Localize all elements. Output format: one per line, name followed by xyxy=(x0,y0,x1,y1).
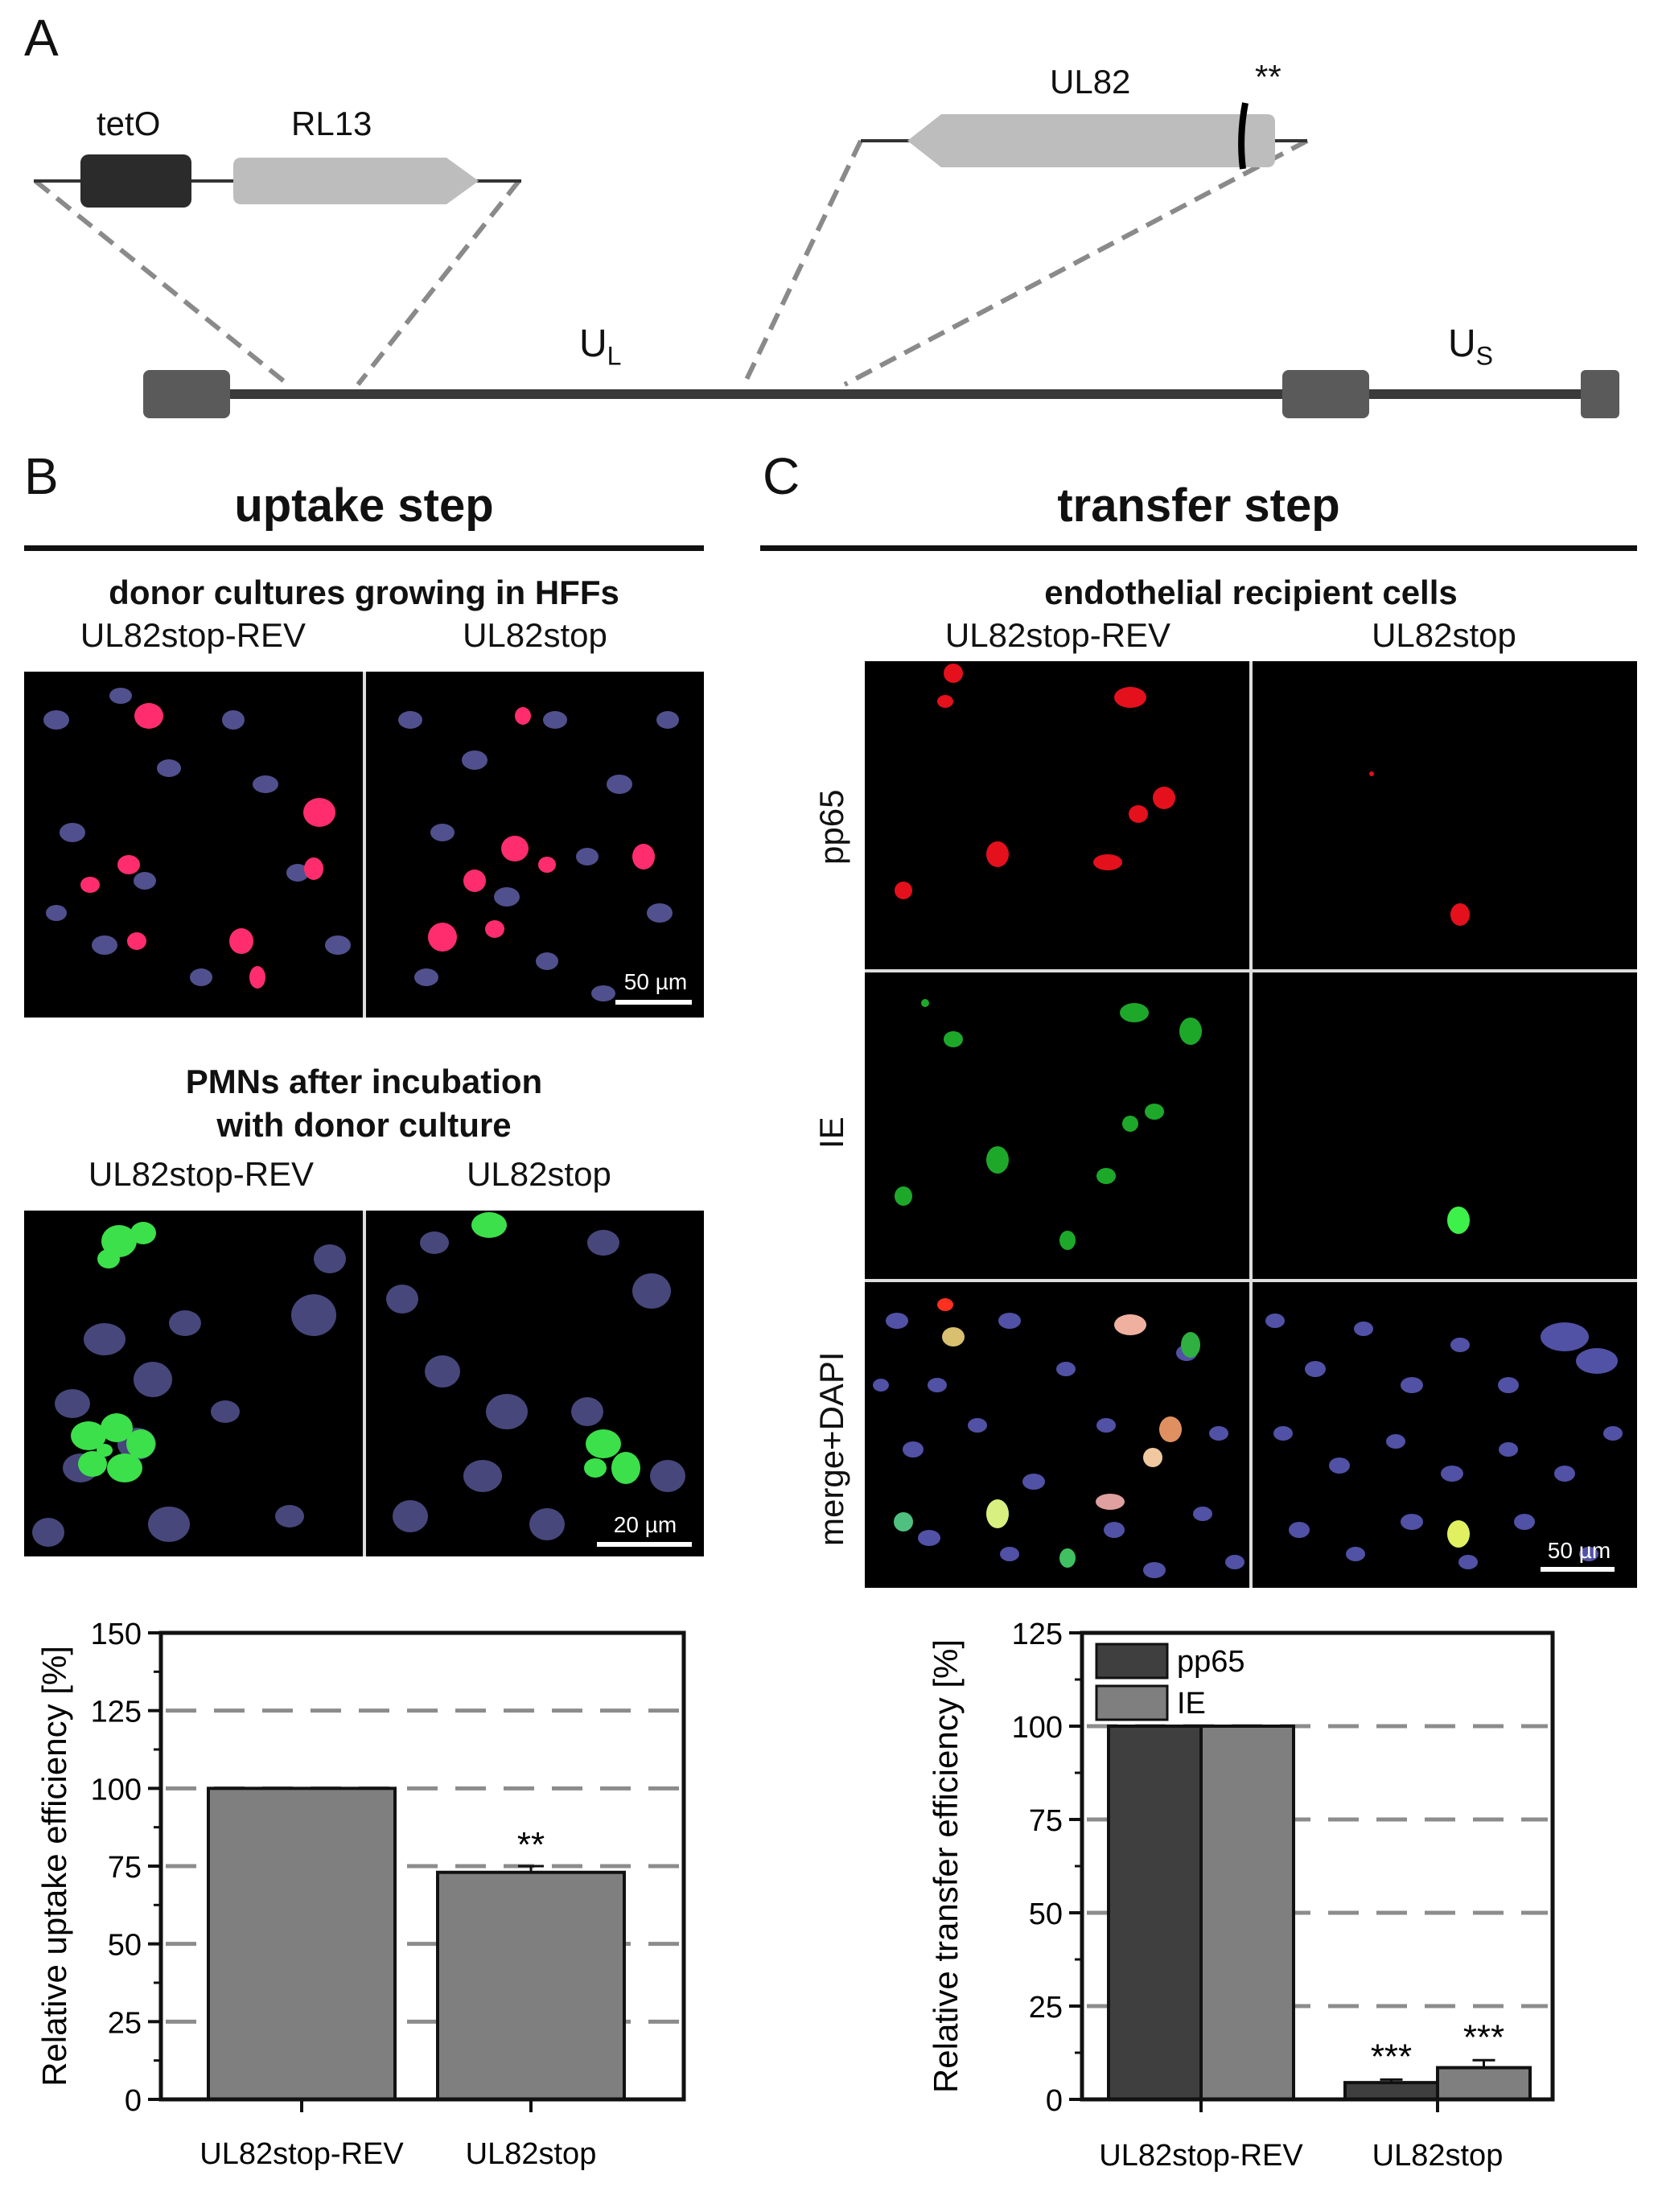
uptake-efficiency-chart: Relative uptake efficiency [%] 0 25 50 75 100… xyxy=(35,1618,686,2171)
y-tick-label: 75 xyxy=(1029,1804,1063,1838)
y-tick-label: 150 xyxy=(91,1618,142,1651)
legend-swatch-ie xyxy=(1095,1684,1169,1721)
pmn-cells xyxy=(32,1212,685,1547)
pmn-col-right: UL82stop xyxy=(467,1155,611,1193)
row-label-merge: merge+DAPI xyxy=(812,1351,850,1546)
plot-frame xyxy=(158,1630,686,2102)
rl13-arrow xyxy=(233,158,479,204)
donor-micrograph: 50 µm xyxy=(24,672,704,1018)
bar-pp65-1 xyxy=(1343,2081,1439,2101)
teto-label: tetO xyxy=(97,105,161,142)
bar-ie-1 xyxy=(1436,2066,1532,2101)
pmn-scalebar xyxy=(597,1542,692,1547)
ie-bright-cell xyxy=(1447,1207,1470,1234)
y-tick-label: 50 xyxy=(108,1929,142,1963)
recipient-micrograph: 50 µm xyxy=(865,661,1637,1588)
zoom-line xyxy=(356,179,521,386)
pmn-divider xyxy=(363,1211,366,1556)
row-label-ie: IE xyxy=(812,1116,850,1149)
pmn-heading-line2: with donor culture xyxy=(216,1106,512,1144)
pmn-col-left: UL82stop-REV xyxy=(88,1155,315,1193)
legend-swatch-pp65 xyxy=(1095,1643,1169,1680)
x-tick-label: UL82stop-REV xyxy=(1099,2139,1303,2173)
ul-region-label: UL xyxy=(579,322,621,372)
y-tick-label: 25 xyxy=(108,2006,142,2040)
terminal-repeat-right xyxy=(1581,370,1619,418)
ul82-arrow xyxy=(907,114,1275,167)
pmn-micrograph: 20 µm xyxy=(24,1211,704,1556)
panel-b-letter: B xyxy=(24,447,59,505)
y-tick-label: 75 xyxy=(108,1851,142,1885)
uptake-rule xyxy=(24,545,704,551)
x-tick-label: UL82stop-REV xyxy=(200,2137,404,2171)
us-region-label: US xyxy=(1448,322,1493,372)
y-tick-label: 0 xyxy=(1046,2084,1063,2118)
recipient-divider-row2 xyxy=(865,1279,1637,1282)
recipient-scale-text: 50 µm xyxy=(1547,1538,1611,1563)
uptake-title: uptake step xyxy=(234,479,494,532)
donor-divider xyxy=(363,672,366,1018)
bar-ie-0 xyxy=(1199,1725,1295,2101)
ul-main: U xyxy=(579,323,607,365)
donor-cells xyxy=(43,688,679,1001)
recipient-divider-row1 xyxy=(865,969,1637,972)
zoom-line xyxy=(843,138,1309,387)
y-tick-label: 0 xyxy=(125,2084,142,2118)
legend-label-pp65: pp65 xyxy=(1177,1645,1245,1679)
bar-ul82stop-rev xyxy=(207,1786,397,2101)
panel-c-letter: C xyxy=(763,447,800,505)
recipient-divider-vertical xyxy=(1249,661,1253,1588)
donor-heading: donor cultures growing in HFFs xyxy=(109,574,619,611)
recipient-heading: endothelial recipient cells xyxy=(1044,574,1458,611)
us-sub: S xyxy=(1475,341,1494,371)
stop-mark-line xyxy=(1238,102,1249,170)
internal-repeat xyxy=(1282,370,1369,418)
donor-col-left: UL82stop-REV xyxy=(80,616,306,654)
transfer-rule xyxy=(760,545,1637,551)
bar-ul82stop xyxy=(436,1870,626,2101)
pmn-heading-line1: PMNs after incubation xyxy=(185,1063,543,1100)
donor-scale-text: 50 µm xyxy=(623,969,688,994)
significance-label: *** xyxy=(1463,2017,1504,2057)
y-tick-label: 125 xyxy=(1012,1618,1063,1651)
recipient-col-left: UL82stop-REV xyxy=(944,616,1171,654)
bar-pp65-0 xyxy=(1107,1725,1203,2101)
donor-scalebar xyxy=(615,1000,692,1005)
panel-a-letter: A xyxy=(24,9,59,67)
teto-box xyxy=(80,154,191,208)
significance-label: ** xyxy=(517,1825,545,1865)
terminal-repeat-left xyxy=(143,370,230,418)
y-tick-label: 100 xyxy=(1012,1711,1063,1745)
transfer-title: transfer step xyxy=(1057,479,1340,532)
recipient-cells xyxy=(873,664,1623,1578)
significance-label: *** xyxy=(1371,2037,1412,2076)
x-tick-label: UL82stop xyxy=(1372,2139,1504,2173)
x-tick-label: UL82stop xyxy=(466,2137,597,2171)
zoom-line xyxy=(742,139,863,386)
us-main: U xyxy=(1448,323,1476,365)
genome-diagram xyxy=(34,102,1619,418)
row-label-pp65: pp65 xyxy=(812,789,850,865)
donor-col-right: UL82stop xyxy=(463,616,607,654)
pmn-scale-text: 20 µm xyxy=(613,1512,677,1537)
plot-frame xyxy=(1080,1630,1555,2102)
y-tick-label: 25 xyxy=(1029,1991,1063,2025)
stop-mark-label: ** xyxy=(1255,58,1281,96)
recipient-col-right: UL82stop xyxy=(1372,616,1516,654)
recipient-scalebar xyxy=(1541,1567,1615,1572)
y-tick-label: 125 xyxy=(91,1696,142,1729)
rl13-label: RL13 xyxy=(291,105,372,142)
y-tick-label: 50 xyxy=(1029,1897,1063,1931)
y-axis-label: Relative transfer efficiency [%] xyxy=(927,1639,965,2093)
legend-label-ie: IE xyxy=(1177,1687,1206,1721)
transfer-efficiency-chart: Relative transfer efficiency [%] 0 25 50 75 1… xyxy=(927,1618,1555,2173)
y-tick-label: 100 xyxy=(91,1773,142,1807)
ul-sub: L xyxy=(607,341,622,371)
zoom-line xyxy=(34,179,290,387)
y-axis-label: Relative uptake efficiency [%] xyxy=(35,1646,73,2087)
ul82-label: UL82 xyxy=(1050,63,1131,101)
